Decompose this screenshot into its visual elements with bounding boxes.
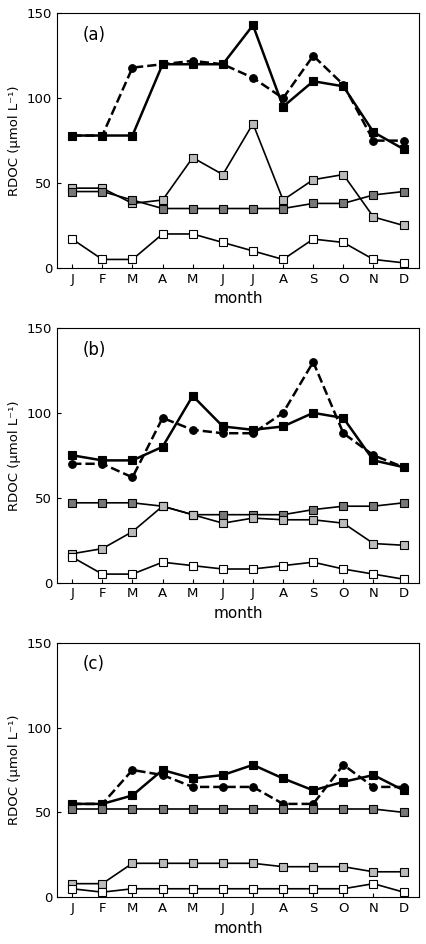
X-axis label: month: month [213,920,262,936]
Y-axis label: RDOC (μmol L⁻¹): RDOC (μmol L⁻¹) [9,400,21,511]
Text: (b): (b) [82,341,106,359]
Y-axis label: RDOC (μmol L⁻¹): RDOC (μmol L⁻¹) [9,715,21,825]
X-axis label: month: month [213,292,262,307]
Text: (c): (c) [82,655,104,673]
X-axis label: month: month [213,606,262,621]
Text: (a): (a) [82,26,105,44]
Y-axis label: RDOC (μmol L⁻¹): RDOC (μmol L⁻¹) [9,85,21,195]
